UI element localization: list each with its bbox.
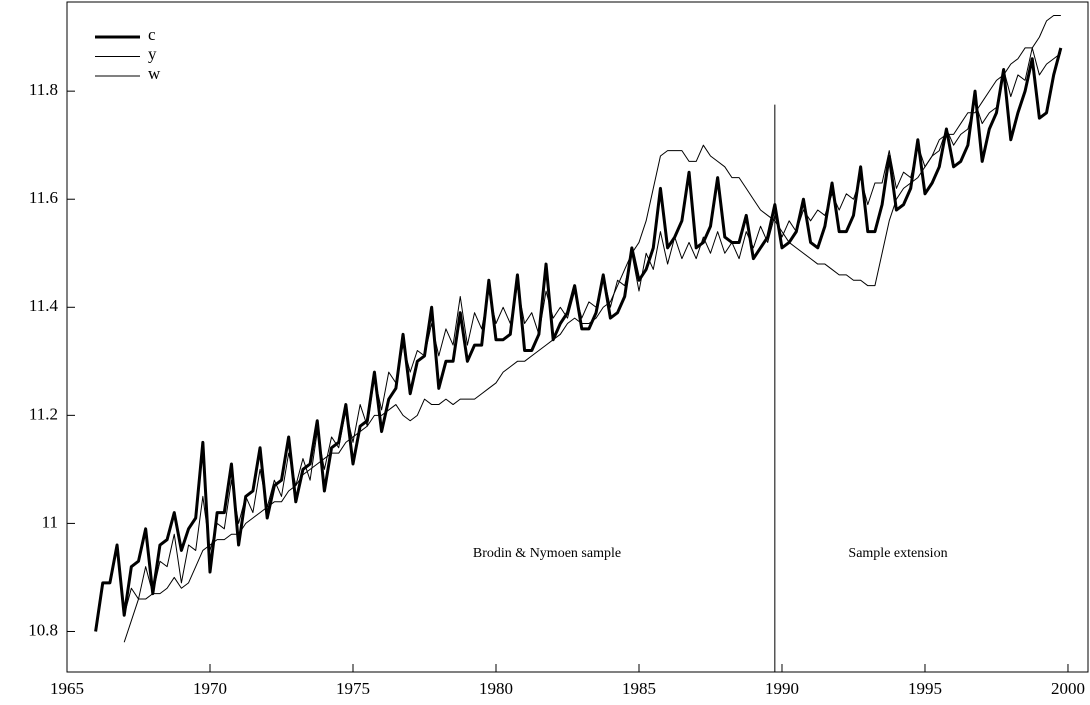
y-tick-label: 11.2 <box>29 404 58 423</box>
x-tick-label: 1970 <box>193 679 227 698</box>
x-tick-label: 1965 <box>50 679 84 698</box>
x-tick-label: 1985 <box>622 679 656 698</box>
annotation: Brodin & Nymoen sample <box>473 546 621 561</box>
x-tick-label: 1995 <box>908 679 942 698</box>
y-tick-label: 10.8 <box>28 620 58 639</box>
legend-label: c <box>148 25 156 44</box>
series-line <box>123 47 1062 616</box>
y-tick-label: 11.8 <box>29 80 58 99</box>
series-line <box>123 15 1061 643</box>
y-tick-label: 11 <box>42 512 58 531</box>
y-tick-label: 11.4 <box>29 296 59 315</box>
series-line <box>94 47 1063 632</box>
x-tick-label: 1980 <box>479 679 513 698</box>
x-tick-label: 1975 <box>336 679 370 698</box>
annotation: Sample extension <box>848 546 947 561</box>
y-tick-label: 11.6 <box>29 188 58 207</box>
x-tick-label: 2000 <box>1051 679 1085 698</box>
x-tick-label: 1990 <box>765 679 799 698</box>
legend-label: y <box>148 44 157 63</box>
plot-frame <box>66 1 1089 673</box>
legend-label: w <box>148 64 161 83</box>
